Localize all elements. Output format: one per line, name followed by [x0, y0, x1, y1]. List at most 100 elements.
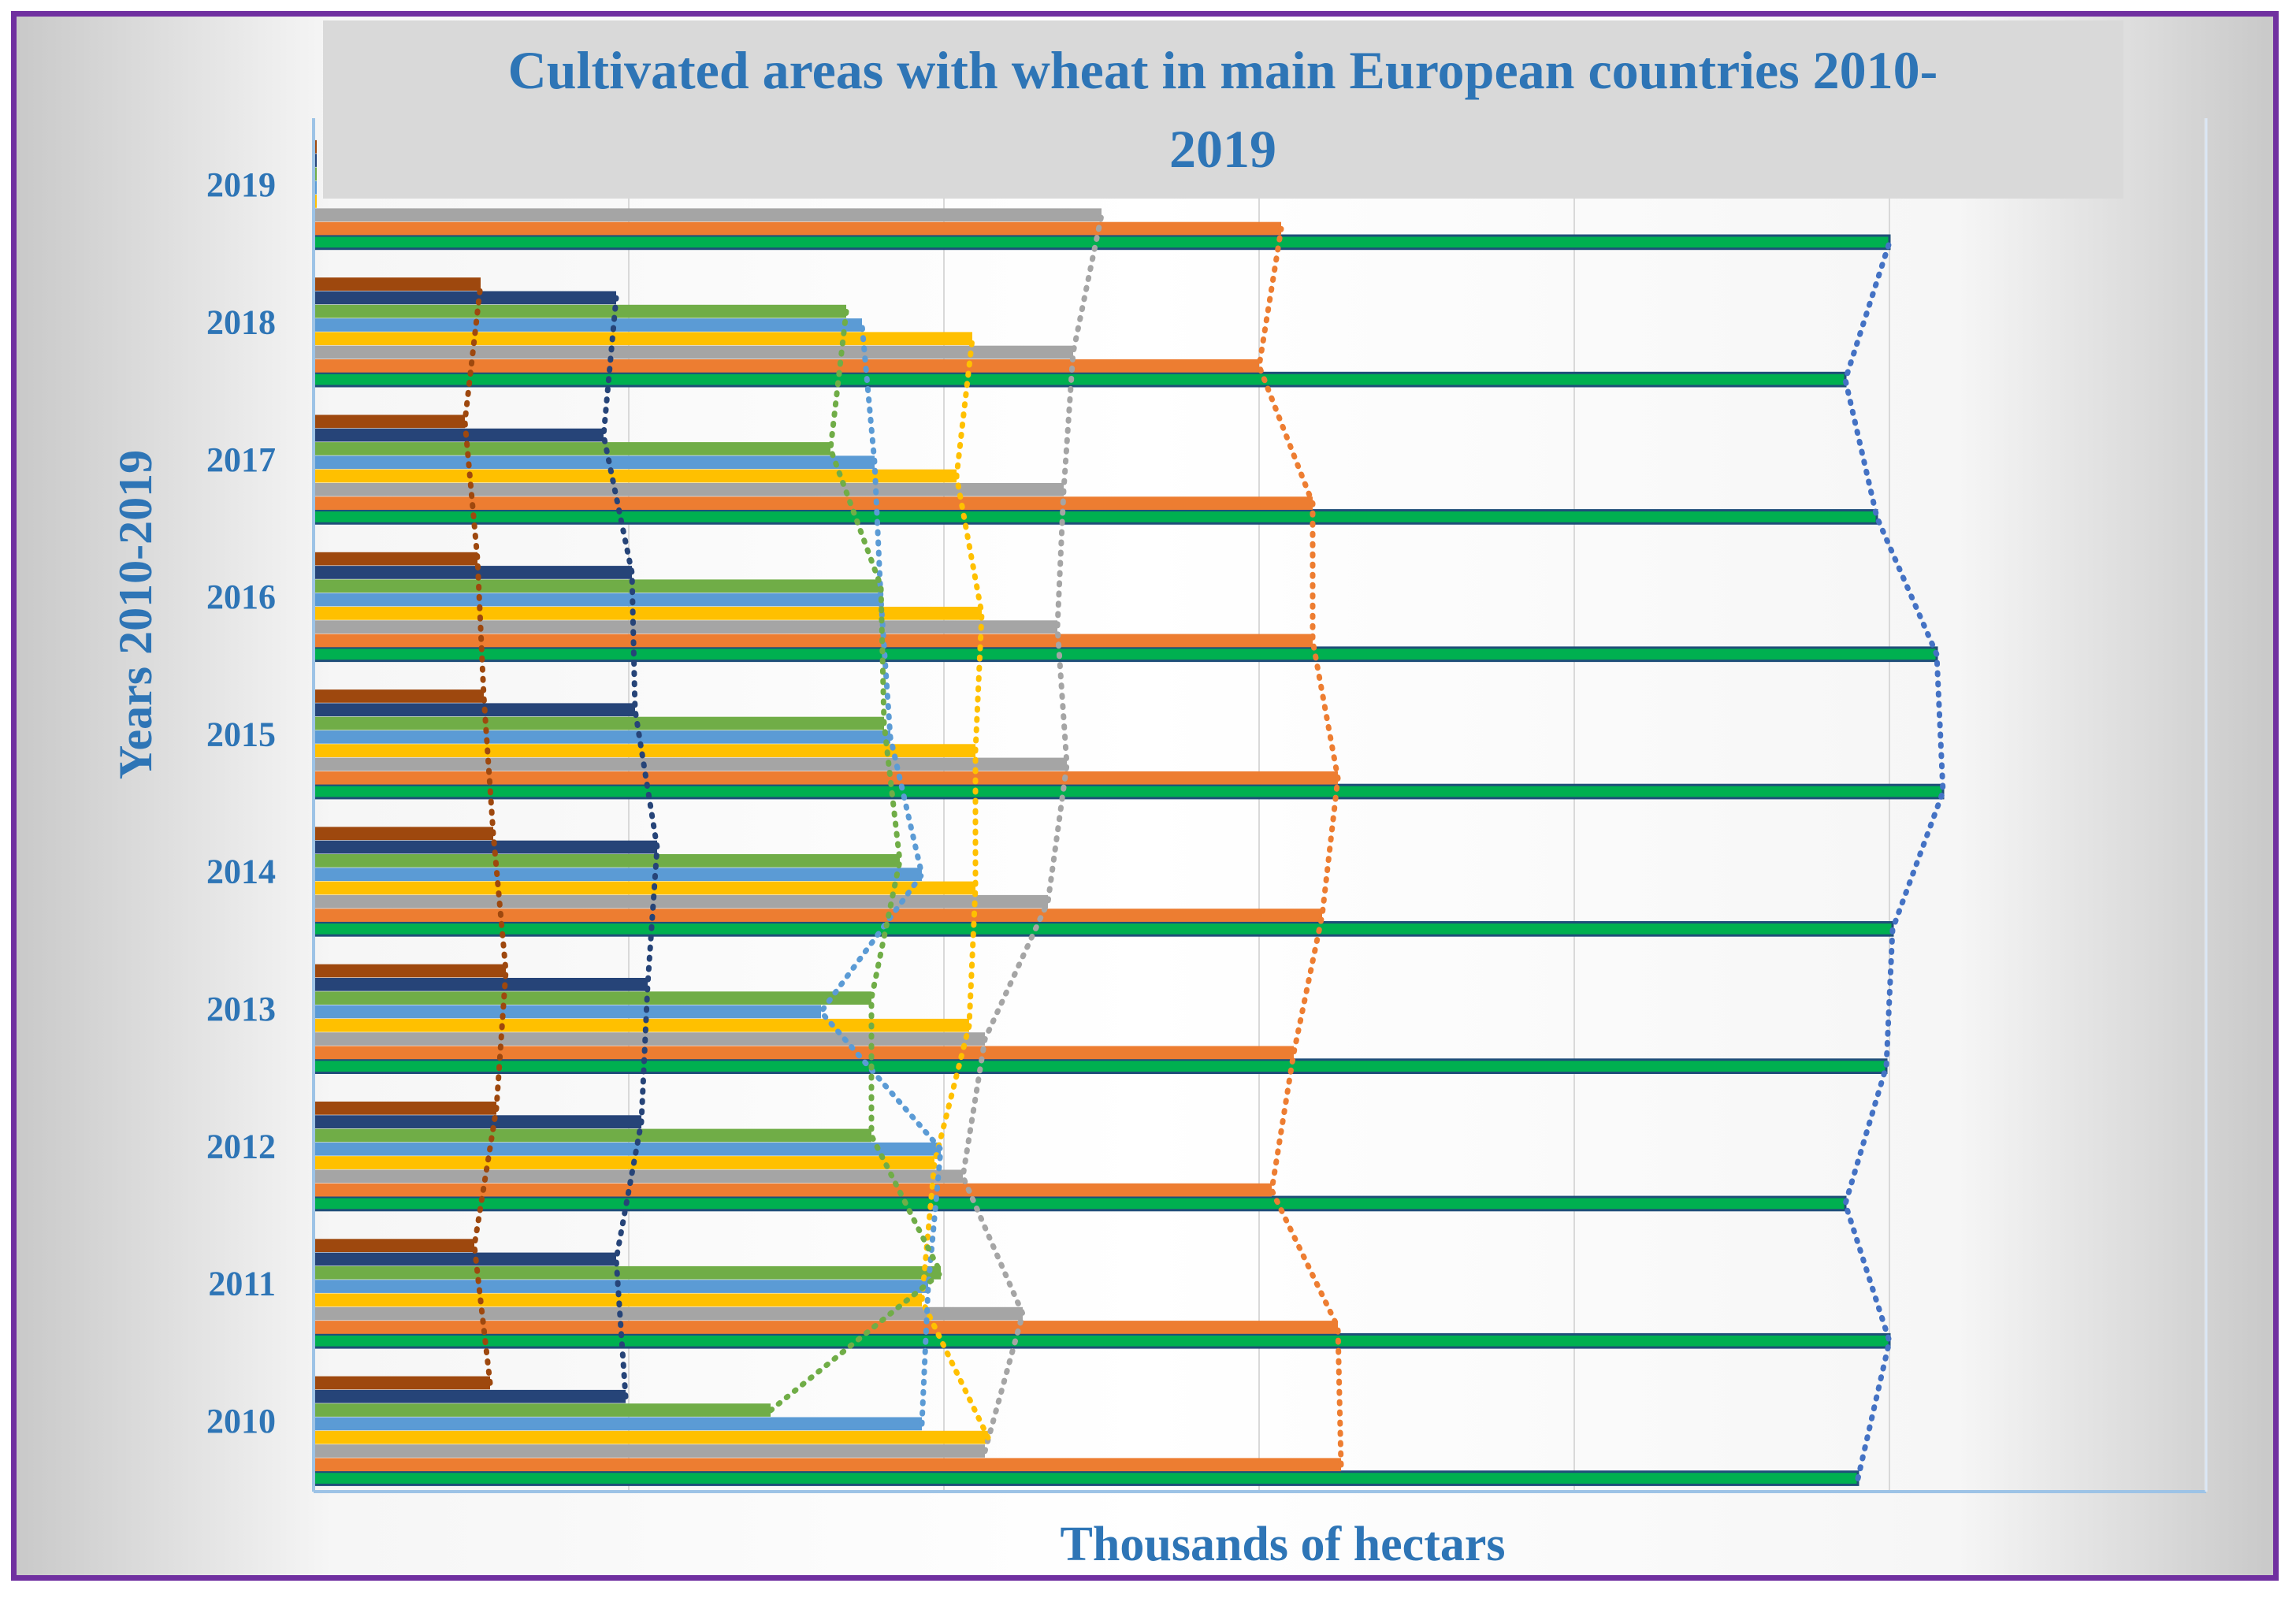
bar-2014-series-1	[312, 921, 1894, 937]
bar-2017-series-4	[314, 469, 957, 483]
bar-2018-series-2	[314, 359, 1259, 373]
bar-2010-series-4	[314, 1430, 988, 1444]
bar-2018-series-6	[314, 304, 846, 318]
bar-2018-series-1	[312, 371, 1847, 388]
bar-2012-series-4	[314, 1156, 934, 1169]
trend-line-series-4	[919, 336, 991, 1440]
bar-2010-series-7	[314, 1389, 626, 1403]
bar-2016-series-3	[314, 620, 1057, 634]
bar-2010-series-2	[314, 1458, 1341, 1472]
bar-2013-series-1	[312, 1058, 1888, 1075]
bar-2015-series-7	[314, 703, 635, 717]
bar-2018-series-4	[314, 332, 972, 346]
bar-2014-series-2	[314, 909, 1322, 922]
tick-label-2015: 2015	[206, 715, 276, 753]
bar-2011-series-4	[314, 1293, 922, 1307]
bar-2018-series-8	[314, 277, 481, 291]
bar-2014-series-7	[314, 840, 657, 854]
bar-2012-series-8	[314, 1102, 496, 1115]
bar-2019-series-3	[314, 208, 1102, 222]
bar-2010-series-5	[314, 1417, 922, 1431]
bar-2012-series-1	[312, 1195, 1847, 1212]
bar-2014-series-4	[314, 881, 975, 895]
trend-line-series-8	[462, 281, 509, 1386]
y-axis-title: Years 2010-2019	[110, 450, 162, 779]
bar-2011-series-3	[314, 1306, 1023, 1321]
trend-line-series-1	[1842, 240, 1946, 1481]
axes	[312, 118, 2208, 1493]
bar-2013-series-8	[314, 964, 506, 978]
bar-2013-series-5	[314, 1005, 821, 1019]
trend-line-series-7	[600, 295, 660, 1400]
trend-lines	[462, 212, 1946, 1481]
tick-label-2010: 2010	[206, 1402, 276, 1440]
tick-label-2013: 2013	[206, 990, 276, 1028]
chart-title-line-1: Cultivated areas with wheat in main Euro…	[508, 40, 1938, 100]
bar-2010-series-1	[312, 1470, 1859, 1486]
tick-label-2017: 2017	[206, 440, 276, 479]
bar-2014-series-3	[314, 894, 1048, 909]
year-tick-labels: 2019 2018 2017 2016 2015 2014 2013 2012 2011 2010	[206, 165, 276, 1440]
bar-2012-series-2	[314, 1183, 1272, 1197]
bar-2016-series-2	[314, 634, 1313, 648]
bar-2013-series-2	[314, 1046, 1294, 1060]
bar-2017-series-2	[314, 496, 1313, 510]
bar-2015-series-5	[314, 730, 890, 744]
tick-label-2014: 2014	[206, 853, 276, 891]
bar-2016-series-1	[312, 646, 1938, 663]
bar-2018-series-7	[314, 291, 616, 305]
trend-line-series-5	[817, 322, 944, 1427]
title-box	[323, 20, 2123, 199]
bar-2010-series-6	[314, 1403, 771, 1417]
bar-2011-series-7	[314, 1252, 616, 1266]
chart-title-line-2: 2019	[1169, 119, 1276, 179]
bar-2015-series-6	[314, 716, 884, 730]
bar-2015-series-3	[314, 757, 1067, 771]
tick-label-2019: 2019	[206, 165, 276, 204]
bar-2015-series-2	[314, 771, 1338, 785]
bar-2017-series-3	[314, 483, 1064, 496]
x-axis-title: Thousands of hectars	[1061, 1518, 1506, 1571]
bar-2012-series-3	[314, 1169, 963, 1184]
trend-line-series-6	[767, 308, 945, 1414]
bar-2012-series-7	[314, 1115, 641, 1128]
tick-label-2011: 2011	[208, 1265, 276, 1303]
bar-2018-series-5	[314, 318, 862, 332]
bar-2011-series-1	[312, 1332, 1891, 1349]
bar-2015-series-8	[314, 689, 484, 703]
bar-2017-series-6	[314, 442, 830, 455]
bar-2011-series-2	[314, 1321, 1338, 1334]
bar-2017-series-8	[314, 414, 465, 429]
tick-label-2012: 2012	[206, 1127, 276, 1165]
bar-2014-series-8	[314, 827, 493, 841]
bar-2018-series-3	[314, 345, 1073, 359]
bar-2016-series-6	[314, 579, 881, 593]
bar-2010-series-3	[314, 1444, 985, 1458]
bar-2015-series-4	[314, 744, 975, 757]
bar-2011-series-8	[314, 1239, 474, 1252]
tick-label-2016: 2016	[206, 578, 276, 616]
bar-2019-series-1	[312, 234, 1891, 251]
bar-2011-series-5	[314, 1280, 928, 1293]
bar-2011-series-6	[314, 1265, 941, 1280]
bar-2014-series-5	[314, 868, 922, 881]
bar-2012-series-6	[314, 1128, 871, 1143]
bar-2019-series-2	[314, 221, 1281, 236]
bar-2016-series-7	[314, 566, 632, 579]
bar-2013-series-6	[314, 991, 871, 1005]
bar-2014-series-6	[314, 854, 900, 868]
bar-2017-series-1	[312, 509, 1878, 525]
bar-2015-series-1	[312, 783, 1945, 800]
bar-2013-series-3	[314, 1032, 985, 1046]
bar-2012-series-5	[314, 1142, 941, 1156]
bar-2013-series-4	[314, 1018, 969, 1032]
trend-line-series-3	[960, 212, 1105, 1455]
bar-2016-series-8	[314, 552, 477, 566]
bar-2013-series-7	[314, 978, 648, 991]
bar-2010-series-8	[314, 1376, 490, 1390]
bar-2016-series-5	[314, 593, 881, 607]
bar-2017-series-7	[314, 428, 604, 442]
bar-2017-series-5	[314, 455, 875, 470]
trend-line-series-2	[1256, 225, 1344, 1468]
